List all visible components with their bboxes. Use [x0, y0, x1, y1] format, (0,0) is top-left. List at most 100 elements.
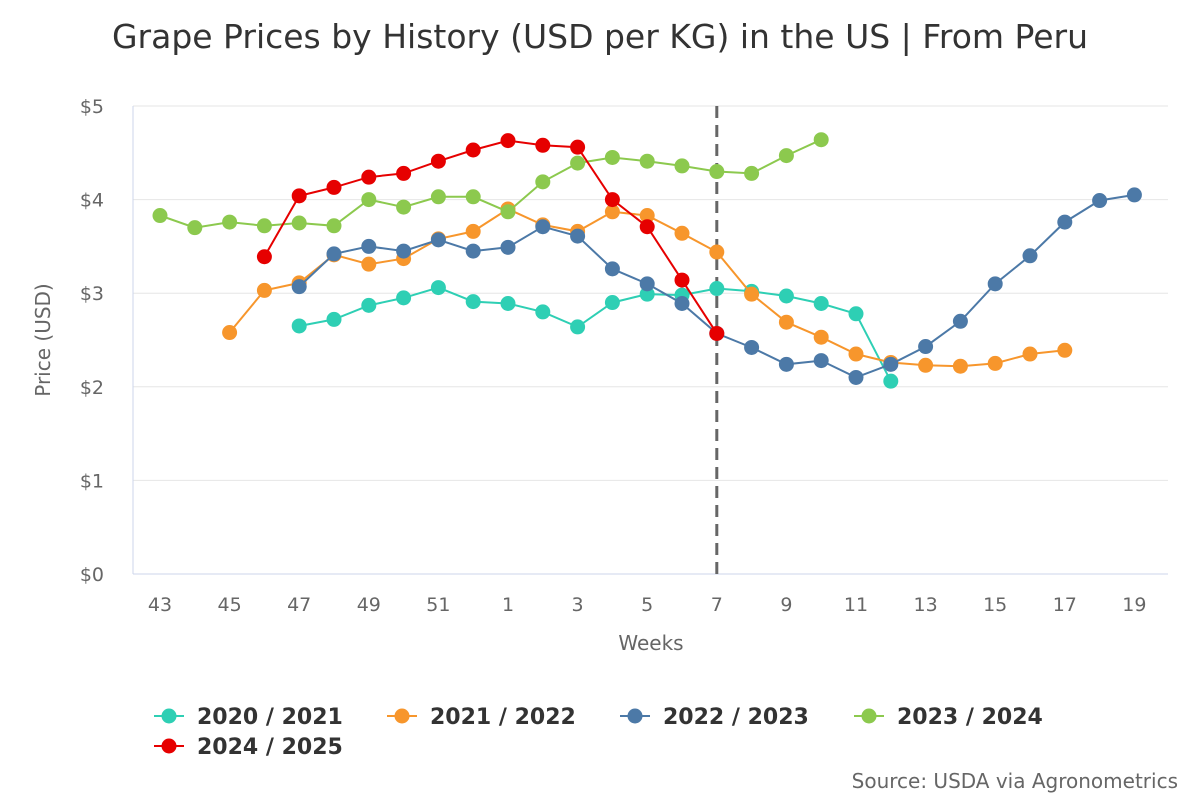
data-point[interactable] — [153, 208, 168, 223]
data-point[interactable] — [1057, 343, 1072, 358]
legend-item[interactable]: 2023 / 2024 — [854, 705, 1043, 730]
data-point[interactable] — [1023, 248, 1038, 263]
legend-item[interactable]: 2020 / 2021 — [154, 705, 343, 730]
data-point[interactable] — [361, 192, 376, 207]
data-point[interactable] — [535, 304, 550, 319]
data-point[interactable] — [709, 164, 724, 179]
data-point[interactable] — [814, 296, 829, 311]
data-point[interactable] — [640, 154, 655, 169]
y-tick-label: $1 — [80, 470, 104, 492]
data-point[interactable] — [988, 356, 1003, 371]
data-point[interactable] — [327, 246, 342, 261]
x-tick-label: 47 — [287, 594, 311, 616]
data-point[interactable] — [640, 276, 655, 291]
data-point[interactable] — [779, 315, 794, 330]
data-point[interactable] — [779, 357, 794, 372]
data-point[interactable] — [883, 357, 898, 372]
x-tick-label: 13 — [914, 594, 938, 616]
legend-item[interactable]: 2022 / 2023 — [620, 705, 809, 730]
data-point[interactable] — [953, 359, 968, 374]
data-point[interactable] — [849, 370, 864, 385]
data-point[interactable] — [709, 245, 724, 260]
data-point[interactable] — [466, 189, 481, 204]
data-point[interactable] — [779, 148, 794, 163]
data-point[interactable] — [292, 188, 307, 203]
data-point[interactable] — [570, 156, 585, 171]
data-point[interactable] — [640, 219, 655, 234]
data-point[interactable] — [257, 249, 272, 264]
data-point[interactable] — [327, 180, 342, 195]
data-point[interactable] — [501, 204, 516, 219]
data-point[interactable] — [814, 353, 829, 368]
data-point[interactable] — [222, 215, 237, 230]
data-point[interactable] — [744, 287, 759, 302]
data-point[interactable] — [1023, 347, 1038, 362]
data-point[interactable] — [709, 326, 724, 341]
data-point[interactable] — [501, 133, 516, 148]
data-point[interactable] — [292, 318, 307, 333]
legend-item[interactable]: 2021 / 2022 — [387, 705, 576, 730]
data-point[interactable] — [779, 289, 794, 304]
data-point[interactable] — [466, 244, 481, 259]
data-point[interactable] — [1057, 215, 1072, 230]
data-point[interactable] — [814, 330, 829, 345]
data-point[interactable] — [918, 358, 933, 373]
data-point[interactable] — [1092, 193, 1107, 208]
data-point[interactable] — [222, 325, 237, 340]
data-point[interactable] — [361, 257, 376, 272]
data-point[interactable] — [361, 298, 376, 313]
data-point[interactable] — [431, 189, 446, 204]
data-point[interactable] — [675, 273, 690, 288]
data-point[interactable] — [675, 158, 690, 173]
data-point[interactable] — [570, 319, 585, 334]
data-point[interactable] — [501, 296, 516, 311]
data-point[interactable] — [675, 296, 690, 311]
data-point[interactable] — [570, 140, 585, 155]
data-point[interactable] — [396, 290, 411, 305]
legend-item[interactable]: 2024 / 2025 — [154, 735, 343, 760]
data-point[interactable] — [501, 240, 516, 255]
data-point[interactable] — [431, 280, 446, 295]
data-point[interactable] — [396, 200, 411, 215]
data-point[interactable] — [744, 166, 759, 181]
data-point[interactable] — [675, 226, 690, 241]
data-point[interactable] — [292, 216, 307, 231]
data-point[interactable] — [361, 170, 376, 185]
data-point[interactable] — [535, 174, 550, 189]
data-point[interactable] — [361, 239, 376, 254]
series-line — [160, 140, 821, 228]
data-point[interactable] — [535, 138, 550, 153]
data-point[interactable] — [605, 150, 620, 165]
data-point[interactable] — [849, 347, 864, 362]
y-tick-label: $5 — [80, 96, 104, 118]
data-point[interactable] — [849, 306, 864, 321]
data-point[interactable] — [466, 224, 481, 239]
data-point[interactable] — [187, 220, 202, 235]
data-point[interactable] — [431, 232, 446, 247]
data-point[interactable] — [744, 340, 759, 355]
data-point[interactable] — [466, 142, 481, 157]
data-point[interactable] — [257, 283, 272, 298]
data-point[interactable] — [709, 281, 724, 296]
data-point[interactable] — [605, 261, 620, 276]
data-point[interactable] — [1127, 187, 1142, 202]
data-point[interactable] — [883, 374, 898, 389]
data-point[interactable] — [466, 294, 481, 309]
data-point[interactable] — [327, 218, 342, 233]
data-point[interactable] — [988, 276, 1003, 291]
data-point[interactable] — [257, 218, 272, 233]
data-point[interactable] — [396, 244, 411, 259]
data-point[interactable] — [396, 166, 411, 181]
data-point[interactable] — [918, 339, 933, 354]
data-point[interactable] — [292, 279, 307, 294]
data-point[interactable] — [953, 314, 968, 329]
data-point[interactable] — [535, 219, 550, 234]
x-tick-label: 51 — [426, 594, 450, 616]
data-point[interactable] — [431, 154, 446, 169]
data-point[interactable] — [814, 132, 829, 147]
data-point[interactable] — [605, 295, 620, 310]
data-point[interactable] — [570, 229, 585, 244]
data-point[interactable] — [605, 192, 620, 207]
x-tick-label: 15 — [983, 594, 1007, 616]
data-point[interactable] — [327, 312, 342, 327]
